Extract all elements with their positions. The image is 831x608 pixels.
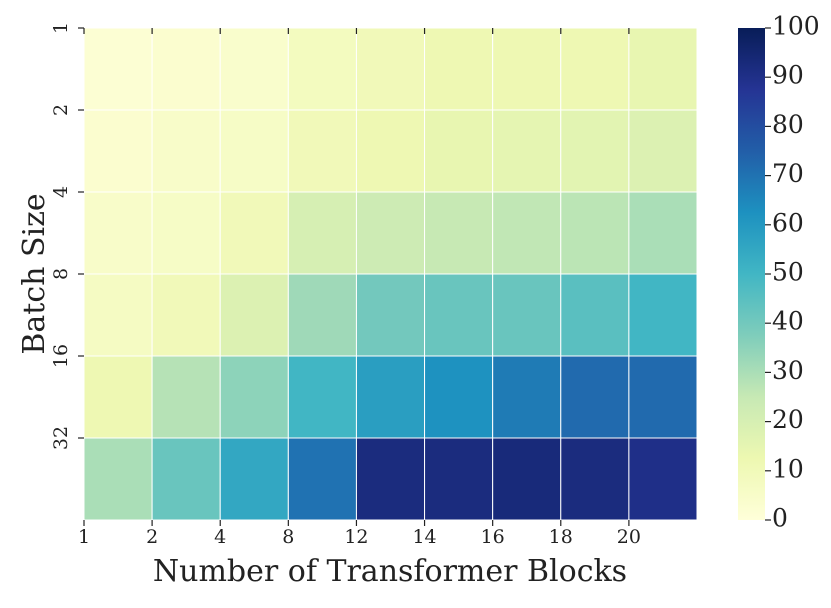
colorbar-tick-label: 0 bbox=[772, 504, 788, 533]
heatmap-cell bbox=[628, 27, 698, 111]
heatmap-cell bbox=[151, 355, 221, 439]
heatmap-cell bbox=[560, 355, 630, 439]
heatmap-cell bbox=[83, 191, 153, 275]
x-tick-label: 20 bbox=[617, 526, 641, 548]
x-tick-label: 14 bbox=[412, 526, 436, 548]
heatmap-cell bbox=[287, 355, 357, 439]
heatmap-cell bbox=[424, 191, 494, 275]
heatmap-cell bbox=[560, 273, 630, 357]
heatmap-cell bbox=[424, 355, 494, 439]
colorbar bbox=[738, 28, 765, 520]
heatmap-cell bbox=[219, 437, 289, 521]
heatmap-cell bbox=[151, 273, 221, 357]
heatmap-cell bbox=[219, 27, 289, 111]
heatmap-cell bbox=[83, 273, 153, 357]
heatmap-cell bbox=[219, 191, 289, 275]
heatmap-cell bbox=[287, 191, 357, 275]
x-tick-label: 18 bbox=[549, 526, 573, 548]
x-tick-label: 16 bbox=[481, 526, 505, 548]
y-tick-label: 4 bbox=[50, 186, 72, 198]
heatmap-cell bbox=[151, 109, 221, 193]
y-axis-label: Batch Size bbox=[17, 193, 52, 354]
colorbar-tick-label: 30 bbox=[772, 356, 804, 385]
y-tick-label: 2 bbox=[50, 104, 72, 116]
heatmap-cell bbox=[424, 437, 494, 521]
heatmap-cell bbox=[287, 273, 357, 357]
heatmap-cell bbox=[287, 109, 357, 193]
heatmap-cell bbox=[560, 109, 630, 193]
y-tick-label: 32 bbox=[50, 426, 72, 450]
heatmap-cell bbox=[492, 273, 562, 357]
heatmap-cell bbox=[560, 27, 630, 111]
heatmap-cell bbox=[492, 355, 562, 439]
x-tick-label: 8 bbox=[282, 526, 294, 548]
x-axis-label: Number of Transformer Blocks bbox=[153, 554, 627, 589]
heatmap-cell bbox=[151, 437, 221, 521]
heatmap-cell bbox=[628, 273, 698, 357]
heatmap-cell bbox=[219, 355, 289, 439]
y-tick-label: 1 bbox=[50, 22, 72, 34]
heatmap-cell bbox=[355, 273, 426, 357]
colorbar-tick-label: 60 bbox=[772, 208, 804, 237]
heatmap-cell bbox=[560, 191, 630, 275]
colorbar-tick-label: 50 bbox=[772, 258, 804, 287]
heatmap-cell bbox=[83, 27, 153, 111]
heatmap-cell bbox=[560, 437, 630, 521]
heatmap-cell bbox=[151, 191, 221, 275]
heatmap-cell bbox=[287, 437, 357, 521]
heatmap-cell bbox=[355, 437, 426, 521]
heatmap-cell bbox=[628, 437, 698, 521]
heatmap-cell bbox=[219, 273, 289, 357]
heatmap-cell bbox=[492, 191, 562, 275]
heatmap-cell bbox=[628, 191, 698, 275]
heatmap-cell bbox=[628, 109, 698, 193]
heatmap-cell bbox=[287, 27, 357, 111]
x-tick-label: 4 bbox=[214, 526, 226, 548]
colorbar-tick-label: 40 bbox=[772, 307, 804, 336]
heatmap-cell bbox=[424, 27, 494, 111]
heatmap-cell bbox=[355, 355, 426, 439]
colorbar-tick-label: 70 bbox=[772, 159, 804, 188]
heatmap-cell bbox=[355, 27, 426, 111]
heatmap-cell bbox=[424, 109, 494, 193]
colorbar-tick-label: 100 bbox=[772, 12, 820, 41]
heatmap-cell bbox=[83, 355, 153, 439]
heatmap-cell bbox=[355, 109, 426, 193]
x-tick-label: 2 bbox=[146, 526, 158, 548]
colorbar-tick-label: 10 bbox=[772, 454, 804, 483]
x-tick-label: 12 bbox=[344, 526, 368, 548]
heatmap-cell bbox=[83, 109, 153, 193]
x-tick-label: 1 bbox=[78, 526, 90, 548]
colorbar-tick-label: 90 bbox=[772, 61, 804, 90]
heatmap-cell bbox=[355, 191, 426, 275]
heatmap-cell bbox=[151, 27, 221, 111]
y-tick-label: 16 bbox=[50, 344, 72, 368]
y-tick-label: 8 bbox=[50, 268, 72, 280]
heatmap-cell bbox=[424, 273, 494, 357]
colorbar-tick-label: 20 bbox=[772, 405, 804, 434]
heatmap-cell bbox=[83, 437, 153, 521]
heatmap-cell bbox=[492, 109, 562, 193]
heatmap-cell bbox=[492, 27, 562, 111]
colorbar-tick-label: 80 bbox=[772, 110, 804, 139]
heatmap-cell bbox=[628, 355, 698, 439]
heatmap-cell bbox=[492, 437, 562, 521]
heatmap-cell bbox=[219, 109, 289, 193]
